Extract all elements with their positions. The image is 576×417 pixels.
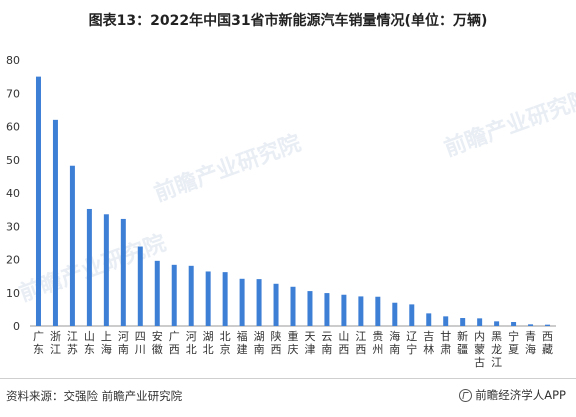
- x-tick-label: 云南: [321, 330, 332, 356]
- bar-云南: [324, 293, 330, 326]
- bar-广西: [171, 264, 177, 326]
- watermark-text: 前瞻产业研究院: [151, 130, 305, 207]
- y-tick-label: 50: [6, 154, 20, 167]
- bar-安徽: [154, 260, 160, 326]
- bar-浙江: [52, 119, 58, 326]
- x-tick-label: 山东: [84, 330, 95, 356]
- source-note: 资料来源：交强险 前瞻产业研究院: [6, 389, 183, 403]
- x-tick-label: 贵州: [372, 330, 383, 356]
- bar-山东: [86, 208, 92, 326]
- bar-上海: [103, 214, 109, 326]
- x-tick-label: 福建: [237, 329, 248, 356]
- y-tick-label: 30: [6, 220, 20, 233]
- y-tick-label: 20: [6, 254, 20, 267]
- bar-广东: [35, 76, 41, 326]
- x-tick-label: 天津: [304, 330, 315, 356]
- bar-江西: [358, 296, 364, 326]
- x-tick-label: 重庆: [288, 329, 299, 356]
- watermark-text: 前瞻产业研究院: [441, 85, 576, 162]
- bar-河北: [188, 265, 194, 326]
- x-tick-label: 河南: [118, 330, 129, 356]
- bar-青海: [528, 324, 534, 326]
- x-tick-label: 广西: [169, 330, 180, 356]
- x-tick-label: 湖南: [254, 330, 265, 356]
- x-tick-label: 新疆: [457, 329, 468, 356]
- y-tick-label: 10: [6, 287, 20, 300]
- bar-宁夏: [511, 322, 517, 326]
- brand-credit: 前瞻经济学人APP: [459, 387, 566, 403]
- bar-福建: [239, 278, 245, 326]
- bar-海南: [392, 302, 398, 326]
- bar-山西: [341, 294, 347, 326]
- x-tick-label: 吉林: [423, 330, 434, 356]
- bar-西藏: [545, 324, 551, 326]
- x-tick-label: 甘肃: [440, 330, 451, 356]
- y-tick-label: 40: [6, 187, 20, 200]
- x-tick-label: 北京: [220, 330, 231, 356]
- x-tick-label: 河北: [186, 330, 197, 356]
- bar-北京: [222, 272, 228, 326]
- x-tick-label: 江西: [355, 330, 366, 356]
- x-tick-label: 广东: [33, 330, 44, 356]
- x-tick-label: 安徽: [152, 329, 163, 356]
- bar-吉林: [426, 313, 432, 326]
- bar-四川: [137, 246, 143, 326]
- bar-新疆: [460, 318, 466, 326]
- bar-陕西: [273, 283, 279, 326]
- bar-黑龙江: [494, 321, 500, 326]
- bar-贵州: [375, 296, 381, 326]
- x-tick-label: 海南: [389, 329, 400, 356]
- bar-甘肃: [443, 316, 449, 326]
- x-tick-label: 上海: [101, 330, 112, 356]
- brand-logo-icon: [459, 388, 473, 402]
- y-tick-label: 80: [6, 54, 20, 67]
- x-tick-label: 内蒙古: [474, 329, 485, 369]
- footer-divider: [0, 378, 576, 379]
- brand-name: 前瞻经济学人APP: [475, 388, 566, 402]
- x-tick-label: 西藏: [542, 330, 553, 356]
- bar-湖北: [205, 271, 211, 326]
- x-tick-label: 湖北: [203, 330, 214, 356]
- x-tick-label: 黑龙江: [491, 330, 502, 369]
- bar-湖南: [256, 279, 262, 326]
- bar-辽宁: [409, 304, 415, 326]
- y-tick-label: 60: [6, 121, 20, 134]
- x-tick-label: 陕西: [271, 329, 282, 356]
- x-tick-label: 四川: [135, 330, 146, 356]
- chart-title: 图表13：2022年中国31省市新能源汽车销量情况(单位：万辆): [88, 13, 488, 29]
- x-tick-label: 宁夏: [508, 329, 519, 356]
- bar-河南: [120, 218, 126, 326]
- bar-江苏: [69, 165, 75, 326]
- x-tick-label: 青海: [525, 330, 536, 356]
- y-tick-label: 70: [6, 87, 20, 100]
- x-tick-label: 江苏: [67, 330, 78, 356]
- bar-天津: [307, 291, 313, 326]
- x-tick-label: 浙江: [50, 330, 61, 356]
- x-tick-label: 辽宁: [406, 330, 417, 356]
- bar-内蒙古: [477, 318, 483, 326]
- x-tick-label: 山西: [338, 330, 349, 356]
- y-tick-label: 0: [13, 320, 20, 333]
- bar-重庆: [290, 286, 296, 326]
